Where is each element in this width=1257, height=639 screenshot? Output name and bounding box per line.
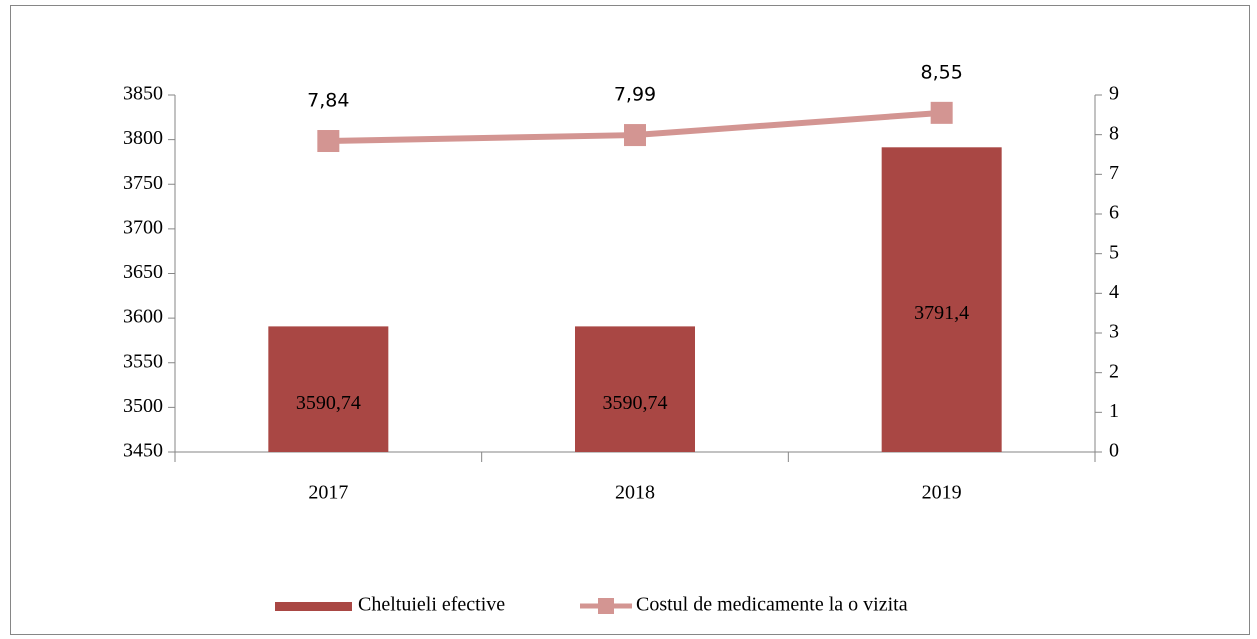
y2-tick-label: 1 [1109, 400, 1119, 422]
legend-swatch [598, 598, 614, 614]
x-tick-label: 2018 [615, 482, 655, 504]
y2-tick-label: 6 [1109, 202, 1119, 224]
y-tick-label: 3850 [123, 83, 163, 105]
y2-tick-label: 5 [1109, 241, 1119, 263]
y2-tick-label: 4 [1109, 281, 1119, 303]
chart-border [10, 5, 1250, 635]
y2-tick-label: 9 [1109, 83, 1119, 105]
x-tick-label: 2017 [308, 482, 348, 504]
y-tick-label: 3700 [123, 216, 163, 238]
line-value-label: 7,84 [307, 90, 349, 112]
line-marker [930, 101, 953, 124]
y-tick-label: 3550 [123, 350, 163, 372]
y-tick-label: 3500 [123, 395, 163, 417]
y2-tick-label: 7 [1109, 162, 1119, 184]
line-value-label: 7,99 [614, 84, 656, 106]
y-tick-label: 3450 [123, 440, 163, 462]
bar [881, 147, 1002, 452]
bar [268, 326, 389, 452]
y2-tick-label: 3 [1109, 321, 1119, 343]
y2-tick-label: 2 [1109, 360, 1119, 382]
y-tick-label: 3800 [123, 127, 163, 149]
legend-label: Costul de medicamente la o vizita [636, 594, 908, 616]
line-marker [317, 130, 340, 153]
legend-swatch [275, 602, 352, 611]
y2-tick-label: 8 [1109, 122, 1119, 144]
y2-tick-label: 0 [1109, 440, 1119, 462]
bar-value-label: 3590,74 [603, 392, 668, 414]
x-tick-label: 2019 [922, 482, 962, 504]
line-value-label: 8,55 [921, 61, 963, 83]
bar-value-label: 3590,74 [296, 392, 361, 414]
line-marker [624, 124, 646, 147]
y-tick-label: 3650 [123, 261, 163, 283]
bar-value-label: 3791,4 [914, 302, 969, 324]
legend-label: Cheltuieli efective [358, 594, 505, 616]
y-tick-label: 3750 [123, 172, 163, 194]
y-tick-label: 3600 [123, 306, 163, 328]
bar [575, 326, 695, 452]
